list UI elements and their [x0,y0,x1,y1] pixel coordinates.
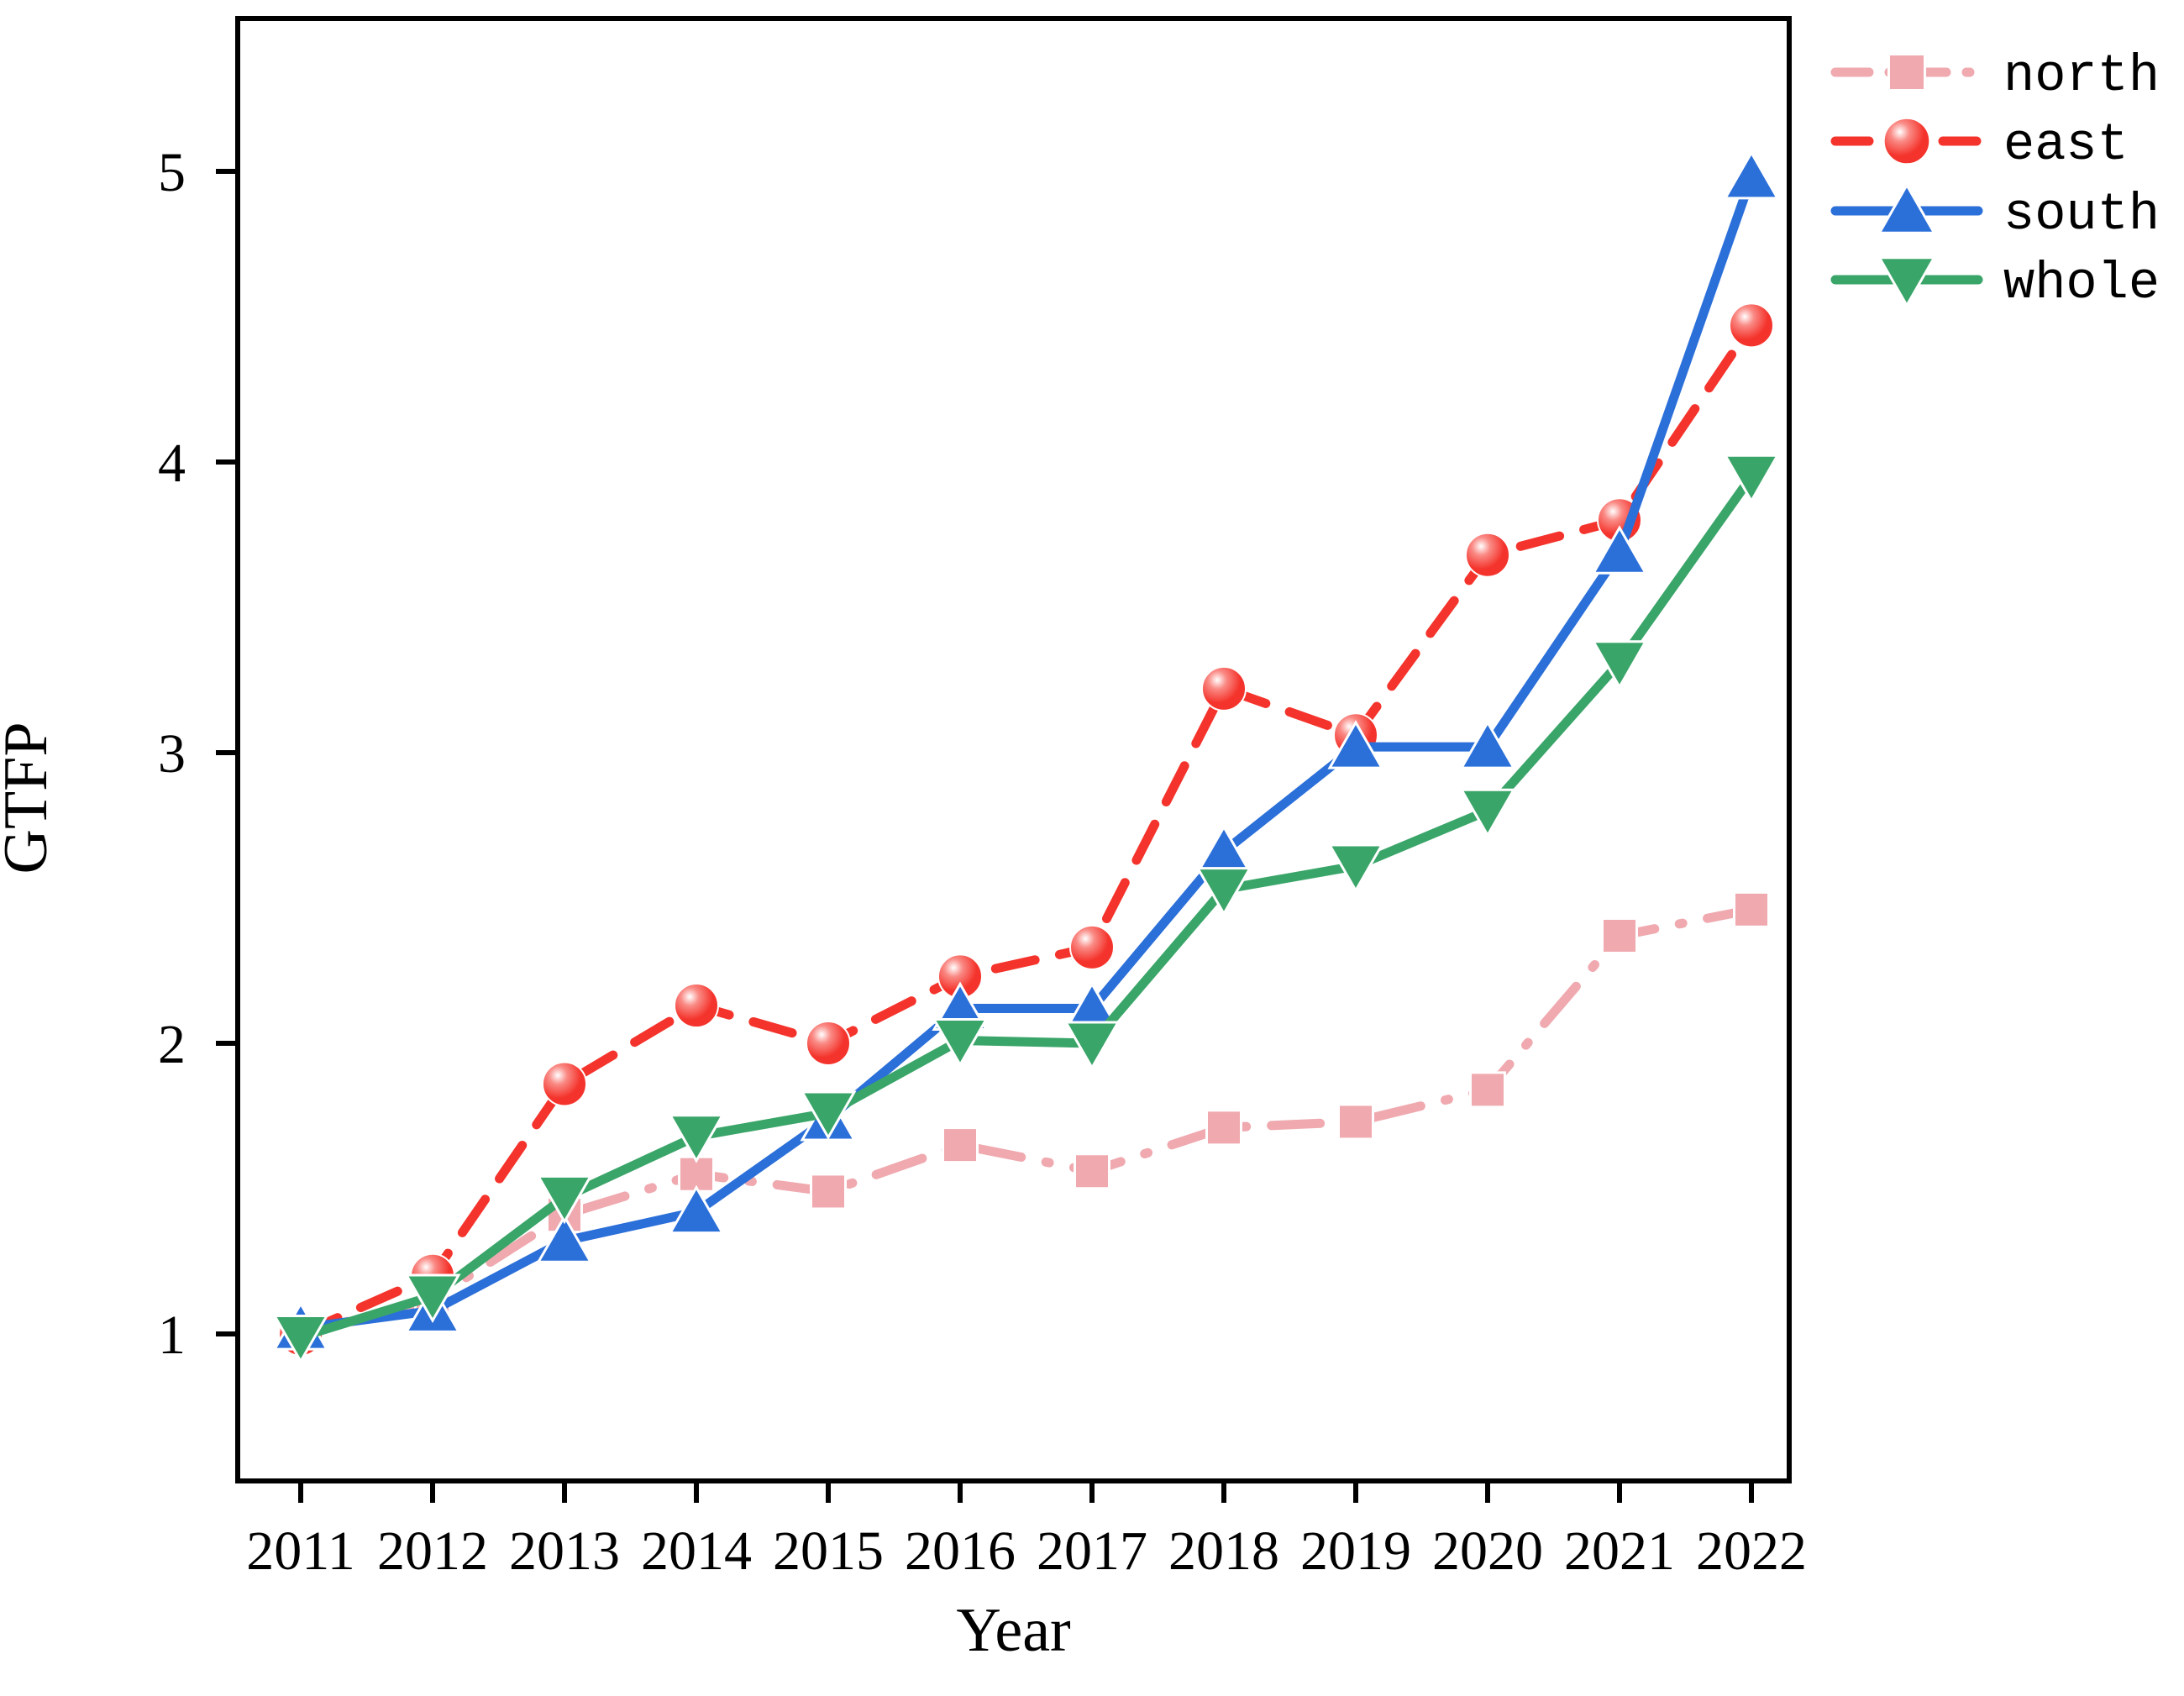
whole-marker-triangle-down [1723,454,1780,504]
x-tick-label: 2011 [246,1520,355,1582]
legend-item-east: east [1830,115,2129,175]
whole-marker-triangle-down [800,1090,857,1141]
north-marker-square [942,1126,979,1164]
legend-label-whole: whole [2003,254,2160,313]
x-tick-label: 2022 [1696,1520,1807,1582]
whole-line [296,471,1756,1342]
y-tick-label: 5 [158,142,186,203]
east-marker-circle [1069,924,1115,970]
x-tick-label: 2021 [1564,1520,1675,1582]
north-marker-square [1074,1153,1110,1190]
x-tick-label: 2016 [905,1520,1016,1582]
north-marker-square [1205,1109,1242,1147]
legend-item-north: north [1830,46,2160,106]
north-line [296,905,1756,1339]
x-tick-label: 2013 [509,1520,620,1582]
whole-marker-triangle-down [668,1114,725,1163]
south-marker-triangle-up [1723,150,1780,200]
legend-label-east: east [2003,115,2129,175]
y-tick-label: 3 [158,723,186,785]
y-tick-label: 4 [158,433,186,494]
whole-marker-triangle-down [932,1018,989,1068]
east-marker-circle [1882,117,1931,165]
y-tick-label: 1 [158,1305,186,1366]
east-marker-circle [542,1061,587,1107]
south-marker-triangle-up [668,1184,725,1235]
south-marker-triangle-up [1327,720,1384,769]
y-axis-title: GTFP [0,722,60,874]
south-marker-triangle-up [536,1214,593,1263]
series-east [278,302,1774,1357]
x-tick-label: 2015 [773,1520,884,1582]
y-tick-label: 2 [158,1014,186,1075]
legend-label-north: north [2003,46,2160,106]
legend-item-whole: whole [1830,254,2160,313]
legend-label-south: south [2003,185,2160,244]
legend: north east south whole [1830,46,2160,313]
north-marker-square [1887,52,1927,92]
x-tick-label: 2018 [1168,1520,1279,1582]
axes: 1 2 3 4 5 2011 2012 2013 2014 2015 2016 2017 2018 201… [158,142,1807,1582]
north-marker-square [1601,916,1638,954]
north-marker-square [810,1173,847,1210]
south-marker-triangle-up [1459,720,1516,769]
east-line [296,320,1756,1339]
whole-marker-triangle-down [1591,640,1648,690]
south-marker-triangle-up [1591,525,1648,575]
x-tick-label: 2014 [641,1520,752,1582]
whole-marker-triangle-down [1877,256,1937,308]
whole-marker-triangle-down [1327,843,1384,893]
whole-marker-triangle-down [1459,788,1516,838]
north-marker-square [1337,1103,1374,1141]
east-marker-circle [1465,532,1510,578]
south-marker-triangle-up [1877,182,1937,234]
x-tick-label: 2017 [1037,1520,1147,1582]
north-marker-square [1469,1071,1506,1109]
series-whole [272,454,1780,1364]
x-tick-label: 2020 [1432,1520,1543,1582]
north-marker-square [1733,890,1770,928]
east-marker-circle [806,1021,851,1066]
whole-marker-triangle-down [1063,1021,1121,1071]
whole-marker-triangle-down [1195,867,1252,916]
whole-marker-triangle-down [272,1314,329,1364]
plot-border [235,16,1792,1483]
x-axis-title: Year [956,1596,1070,1665]
legend-item-south: south [1830,182,2160,244]
x-tick-label: 2012 [377,1520,488,1582]
east-marker-circle [674,983,719,1029]
east-marker-circle [1729,302,1774,349]
whole-marker-triangle-down [536,1174,593,1225]
x-tick-label: 2019 [1300,1520,1411,1582]
whole-marker-triangle-down [404,1273,461,1324]
east-marker-circle [1201,665,1247,711]
